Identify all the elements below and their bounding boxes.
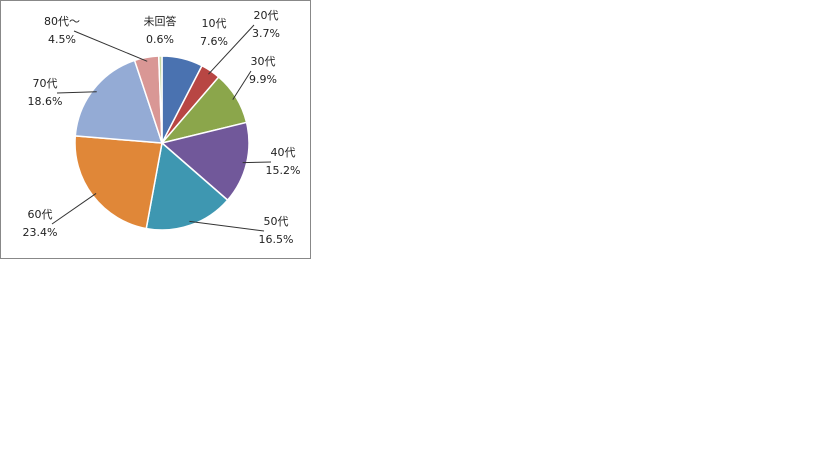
slice-category-label: 未回答 — [144, 14, 177, 28]
slice-value-label: 7.6% — [200, 35, 228, 48]
pie-slice — [160, 121, 250, 202]
pie-slice — [145, 141, 229, 231]
slice-category-label: 80代～ — [44, 15, 80, 28]
slice-value-label: 0.6% — [146, 33, 174, 46]
slice-value-label: 15.2% — [266, 164, 301, 177]
slice-value-label: 9.9% — [249, 73, 277, 86]
pie-slice — [74, 59, 164, 144]
slice-value-label: 16.5% — [259, 233, 294, 246]
leader-line — [232, 70, 252, 100]
slice-category-label: 10代 — [202, 17, 227, 30]
pie-slice — [157, 55, 163, 144]
slice-value-label: 4.5% — [48, 33, 76, 46]
slice-value-label: 18.6% — [28, 95, 63, 108]
slice-category-label: 50代 — [264, 215, 289, 228]
slice-category-label: 30代 — [251, 55, 276, 68]
slice-category-label: 60代 — [28, 208, 53, 221]
slice-category-label: 70代 — [33, 77, 58, 90]
leader-line — [56, 91, 97, 94]
slice-value-label: 3.7% — [252, 27, 280, 40]
leader-line — [242, 161, 272, 164]
leader-line — [51, 193, 97, 225]
leader-line — [208, 24, 255, 75]
slice-value-label: 23.4% — [23, 226, 58, 239]
slice-category-label: 20代 — [254, 9, 279, 22]
slice-category-label: 40代 — [271, 146, 296, 159]
leader-line — [73, 30, 148, 62]
leader-line — [189, 220, 265, 232]
